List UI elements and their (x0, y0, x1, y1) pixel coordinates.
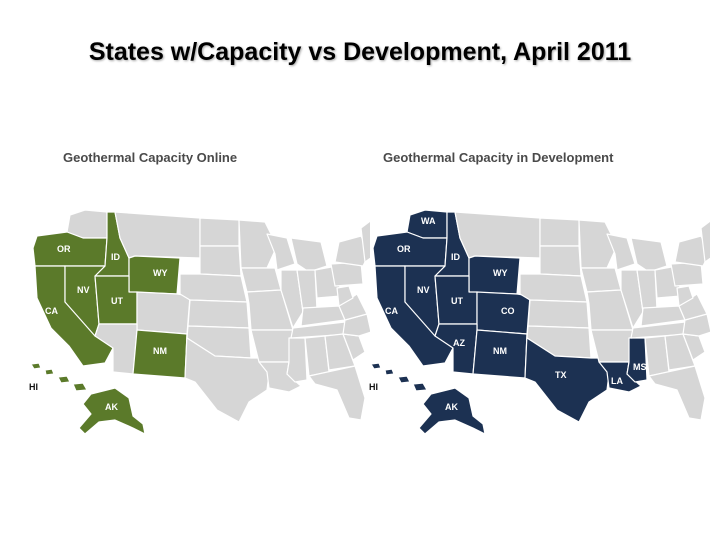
state-label-az: AZ (453, 338, 465, 348)
slide-title: States w/Capacity vs Development, April … (88, 38, 632, 66)
state-ne-states (360, 220, 370, 263)
state-ne-states (700, 220, 710, 263)
map-title-online: Geothermal Capacity Online (63, 150, 238, 165)
state-il (620, 269, 644, 329)
map-panel-online: Geothermal Capacity Online OR ID WY NV UT CA N… (25, 150, 370, 440)
state-wi (606, 233, 636, 271)
state-nd (199, 217, 240, 247)
state-fl (308, 365, 366, 421)
state-label-nm: NM (493, 346, 507, 356)
state-label-ak: AK (105, 402, 118, 412)
state-label-nv: NV (77, 285, 90, 295)
state-ak (418, 387, 486, 435)
state-label-or: OR (57, 244, 71, 254)
state-label-ut: UT (451, 296, 463, 306)
state-wi (266, 233, 296, 271)
state-wv (676, 285, 694, 307)
state-mt (454, 211, 541, 259)
state-fl (648, 365, 706, 421)
state-label-nm: NM (153, 346, 167, 356)
state-mi (290, 237, 328, 273)
state-wv (336, 285, 354, 307)
state-tx (184, 333, 272, 423)
state-sd (539, 245, 582, 277)
state-mn (238, 219, 278, 269)
state-sd (199, 245, 242, 277)
state-label-wy: WY (493, 268, 508, 278)
map-title-development: Geothermal Capacity in Development (383, 150, 614, 165)
state-mt (114, 211, 201, 259)
state-label-ca: CA (385, 306, 398, 316)
state-label-hi: HI (29, 382, 38, 392)
state-nd (539, 217, 580, 247)
state-ms (626, 337, 648, 383)
state-label-la: LA (611, 376, 623, 386)
state-ks (187, 299, 250, 329)
state-label-ut: UT (111, 296, 123, 306)
us-map-development: WA OR ID WY NV UT CO CA AZ NM TX LA MS HI AK (369, 209, 710, 435)
state-mi (630, 237, 668, 273)
state-ne (519, 273, 588, 303)
state-ks (527, 299, 590, 329)
state-label-wa: WA (421, 216, 436, 226)
map-panel-development: Geothermal Capacity in Development WA OR I… (365, 150, 710, 440)
state-az (434, 323, 478, 375)
us-map-online: OR ID WY NV UT CA NM HI AK (29, 209, 370, 435)
state-ms (286, 337, 308, 383)
state-ia (580, 267, 622, 293)
state-hi (30, 362, 88, 392)
state-hi (370, 362, 428, 392)
state-ia (240, 267, 282, 293)
state-label-wy: WY (153, 268, 168, 278)
state-label-ak: AK (445, 402, 458, 412)
state-co (136, 291, 191, 335)
state-ne (179, 273, 248, 303)
state-label-or: OR (397, 244, 411, 254)
state-ak (78, 387, 146, 435)
state-mn (578, 219, 618, 269)
state-label-co: CO (501, 306, 515, 316)
state-il (280, 269, 304, 329)
state-label-ca: CA (45, 306, 58, 316)
state-label-id: ID (111, 252, 121, 262)
state-label-hi: HI (369, 382, 378, 392)
state-az (94, 323, 138, 375)
state-ar (250, 329, 294, 363)
state-label-nv: NV (417, 285, 430, 295)
state-tx (524, 333, 612, 423)
state-label-id: ID (451, 252, 461, 262)
state-ar (590, 329, 634, 363)
state-label-tx: TX (555, 370, 567, 380)
state-label-ms: MS (633, 362, 647, 372)
